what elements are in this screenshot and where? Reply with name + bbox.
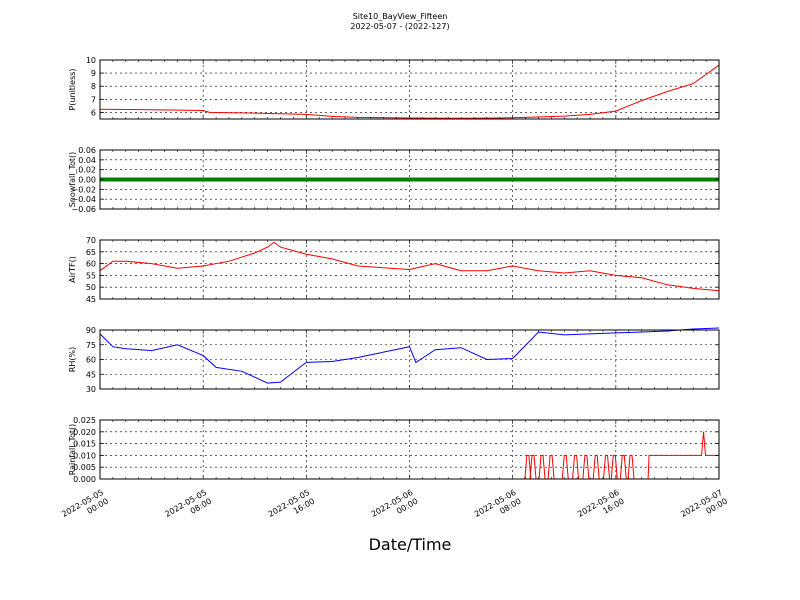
subplot-2: −0.06−0.04−0.020.000.020.040.06Snowfall_… (68, 146, 720, 214)
y-tick-label: 8 (91, 82, 96, 91)
y-tick-label: 90 (86, 326, 96, 335)
y-tick-label: 0.02 (78, 166, 96, 175)
y-tick-label: 6 (91, 108, 96, 117)
y-axis-label: Rainfall_Tot() (68, 424, 77, 476)
y-tick-label: 7 (91, 95, 96, 104)
x-axis-label: Date/Time (369, 535, 452, 554)
y-tick-label: 55 (86, 271, 96, 280)
series-line (99, 327, 720, 384)
y-tick-label: 30 (86, 385, 96, 394)
y-tick-label: 0.000 (73, 475, 96, 484)
y-tick-label: 70 (86, 236, 96, 245)
subplot-5: 0.000 0.005 0.010 0.015 0.020 0.025Rainfall_T… (68, 416, 720, 484)
subplot-4: 30 45 60 75 90 RH(%) (68, 326, 720, 394)
y-tick-label: 9 (91, 69, 96, 78)
series-line (99, 241, 720, 292)
subplot-3: 45 50 55 60 65 70 AirTF() (68, 236, 720, 304)
y-tick-label: 45 (86, 370, 96, 379)
y-axis-label: AirTF() (68, 256, 77, 283)
y-tick-label: 0.025 (73, 416, 96, 425)
y-tick-label: 0.06 (78, 146, 96, 155)
y-tick-label: 10 (86, 56, 96, 65)
y-tick-label: 50 (86, 283, 96, 292)
y-axis-label: Snowfall_Tot() (68, 152, 77, 208)
y-tick-label: 45 (86, 295, 96, 304)
y-tick-label: −0.06 (71, 205, 96, 214)
subplot-1: 6 7 8 9 10 P(unitless) (68, 56, 720, 120)
y-tick-label: 0.005 (73, 463, 96, 472)
y-axis-label: P(unitless) (68, 68, 77, 110)
y-tick-label: 65 (86, 248, 96, 257)
y-axis-label: RH(%) (68, 347, 77, 372)
chart-panels: 678910P(unitless)−0.06−0.04−0.020.000.02… (68, 56, 720, 484)
y-tick-label: 0.010 (73, 451, 96, 460)
chart-title-line1: Site10_BayView_Fifteen (353, 12, 448, 21)
y-tick-label: 60 (86, 260, 96, 269)
y-tick-label: −0.04 (71, 195, 96, 204)
y-tick-label: 0.020 (73, 428, 96, 437)
y-tick-label: 0.04 (78, 156, 96, 165)
y-tick-label: 75 (86, 341, 96, 350)
y-tick-label: 0.00 (78, 176, 96, 185)
y-tick-label: 60 (86, 356, 96, 365)
chart-title-line2: 2022-05-07 - (2022-127) (350, 22, 449, 31)
y-tick-label: −0.02 (71, 185, 96, 194)
y-tick-label: 0.015 (73, 440, 96, 449)
